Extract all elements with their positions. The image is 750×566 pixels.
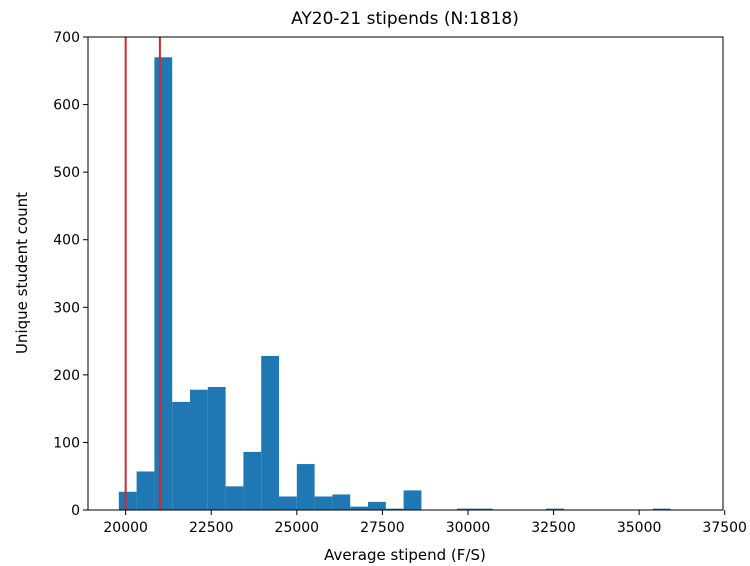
histogram-bar <box>296 464 315 510</box>
histogram-bar <box>385 508 404 510</box>
histogram-bar <box>403 490 422 510</box>
y-tick-label: 700 <box>53 30 80 46</box>
histogram-bar <box>225 486 244 510</box>
x-axis-ticks: 20000 22500 25000 27500 30000 32500 35000 37500 <box>103 510 747 536</box>
x-tick-label: 32500 <box>531 520 576 536</box>
bars-layer <box>118 57 671 511</box>
y-tick-label: 500 <box>53 165 80 181</box>
histogram-bar <box>332 494 351 510</box>
histogram-bar <box>350 506 369 510</box>
x-tick-label: 37500 <box>702 520 747 536</box>
y-tick-label: 600 <box>53 98 80 114</box>
histogram-bar <box>261 355 280 510</box>
histogram-bar <box>172 401 191 510</box>
x-tick-label: 20000 <box>103 520 148 536</box>
histogram-bar <box>243 451 262 510</box>
histogram-bar <box>314 496 333 510</box>
y-tick-label: 300 <box>53 300 80 316</box>
histogram-bar <box>652 508 671 510</box>
histogram-bar <box>546 508 564 510</box>
histogram-bar <box>457 508 475 510</box>
x-axis-label: Average stipend (F/S) <box>324 546 486 564</box>
reference-lines-layer <box>124 37 161 510</box>
histogram-bar <box>118 491 137 510</box>
y-axis-label: Unique student count <box>13 192 31 354</box>
x-tick-label: 27500 <box>360 520 405 536</box>
histogram-bar <box>368 501 386 510</box>
chart-title: AY20-21 stipends (N:1818) <box>291 9 519 29</box>
histogram-bar <box>279 496 297 510</box>
x-tick-label: 30000 <box>446 520 491 536</box>
histogram-bar <box>136 471 155 510</box>
x-tick-label: 25000 <box>275 520 320 536</box>
x-tick-label: 35000 <box>617 520 662 536</box>
histogram-bar <box>207 387 226 510</box>
y-tick-label: 0 <box>71 503 80 519</box>
y-tick-label: 100 <box>53 435 80 451</box>
histogram-bar <box>190 389 208 510</box>
x-tick-label: 22500 <box>189 520 234 536</box>
y-axis-ticks: 0 100 200 300 400 500 600 700 <box>53 30 88 519</box>
y-tick-label: 400 <box>53 233 80 249</box>
histogram-bar <box>474 508 493 510</box>
histogram-bar <box>154 57 173 511</box>
y-tick-label: 200 <box>53 368 80 384</box>
plot-frame <box>87 36 724 511</box>
